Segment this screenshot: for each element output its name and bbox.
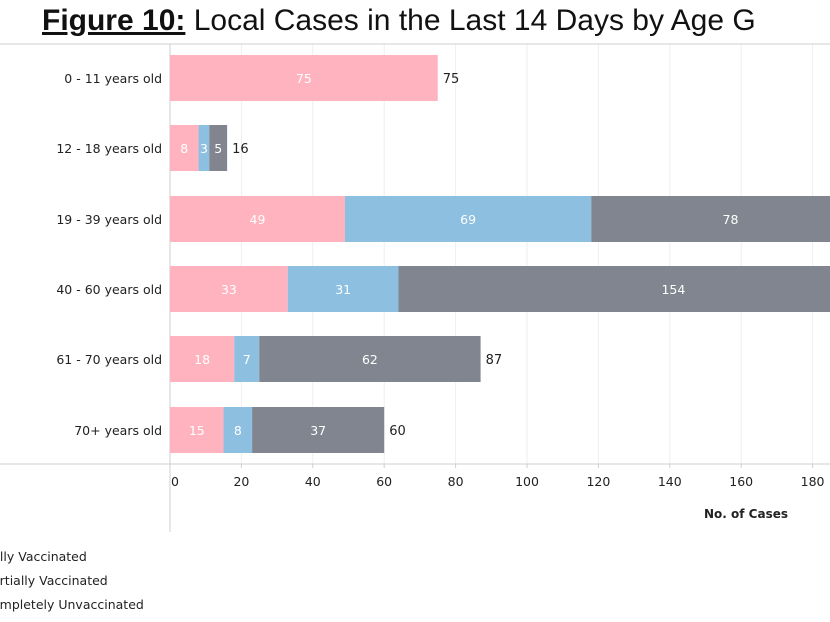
data-label-fully-vaccinated-0-11-years-old: 75 bbox=[296, 71, 312, 86]
total-label-0-11-years-old: 75 bbox=[443, 72, 460, 87]
data-label-partially-vaccinated-70-years-old: 8 bbox=[234, 423, 242, 438]
total-label-12-18-years-old: 16 bbox=[232, 142, 249, 157]
data-label-completely-unvaccinated-40-60-years-old: 154 bbox=[661, 282, 685, 297]
category-label-61-70-years-old: 61 - 70 years old bbox=[56, 352, 162, 367]
category-label-70-years-old: 70+ years old bbox=[74, 423, 162, 438]
bar-partially-vaccinated-70-years-old bbox=[223, 407, 253, 453]
bar-completely-unvaccinated-12-18-years-old bbox=[209, 125, 228, 171]
x-tick-label-0: 0 bbox=[171, 474, 179, 489]
x-tick-label-120: 120 bbox=[586, 474, 610, 489]
data-label-partially-vaccinated-19-39-years-old: 69 bbox=[460, 212, 476, 227]
category-label-40-60-years-old: 40 - 60 years old bbox=[56, 282, 162, 297]
total-label-61-70-years-old: 87 bbox=[486, 353, 503, 368]
bar-partially-vaccinated-12-18-years-old bbox=[198, 125, 210, 171]
x-tick-label-180: 180 bbox=[801, 474, 825, 489]
bar-completely-unvaccinated-61-70-years-old bbox=[259, 336, 481, 382]
data-label-completely-unvaccinated-61-70-years-old: 62 bbox=[362, 352, 378, 367]
bar-completely-unvaccinated-19-39-years-old bbox=[591, 196, 830, 242]
figure-number: Figure 10: bbox=[42, 4, 186, 37]
data-label-partially-vaccinated-12-18-years-old: 3 bbox=[200, 141, 208, 156]
data-label-fully-vaccinated-70-years-old: 15 bbox=[189, 423, 205, 438]
x-tick-label-140: 140 bbox=[658, 474, 682, 489]
total-label-70-years-old: 60 bbox=[389, 424, 406, 439]
bar-fully-vaccinated-19-39-years-old bbox=[170, 196, 345, 242]
data-label-completely-unvaccinated-70-years-old: 37 bbox=[310, 423, 326, 438]
bar-completely-unvaccinated-40-60-years-old bbox=[398, 266, 830, 312]
category-label-0-11-years-old: 0 - 11 years old bbox=[64, 71, 162, 86]
bar-fully-vaccinated-61-70-years-old bbox=[170, 336, 235, 382]
category-label-19-39-years-old: 19 - 39 years old bbox=[56, 212, 162, 227]
data-label-fully-vaccinated-19-39-years-old: 49 bbox=[250, 212, 266, 227]
chart-title: Figure 10: Local Cases in the Last 14 Da… bbox=[0, 2, 830, 44]
bar-completely-unvaccinated-70-years-old bbox=[252, 407, 385, 453]
x-tick-label-100: 100 bbox=[515, 474, 539, 489]
category-label-12-18-years-old: 12 - 18 years old bbox=[56, 141, 162, 156]
bar-fully-vaccinated-40-60-years-old bbox=[170, 266, 288, 312]
x-tick-label-60: 60 bbox=[376, 474, 392, 489]
data-label-completely-unvaccinated-19-39-years-old: 78 bbox=[723, 212, 739, 227]
data-label-fully-vaccinated-61-70-years-old: 18 bbox=[194, 352, 210, 367]
x-tick-label-160: 160 bbox=[729, 474, 753, 489]
bar-partially-vaccinated-40-60-years-old bbox=[287, 266, 399, 312]
bar-fully-vaccinated-0-11-years-old bbox=[170, 55, 438, 101]
data-label-partially-vaccinated-61-70-years-old: 7 bbox=[243, 352, 251, 367]
data-label-fully-vaccinated-12-18-years-old: 8 bbox=[180, 141, 188, 156]
x-tick-label-20: 20 bbox=[233, 474, 249, 489]
bar-fully-vaccinated-70-years-old bbox=[170, 407, 224, 453]
data-label-completely-unvaccinated-12-18-years-old: 5 bbox=[214, 141, 222, 156]
data-label-partially-vaccinated-40-60-years-old: 31 bbox=[335, 282, 351, 297]
bar-partially-vaccinated-61-70-years-old bbox=[234, 336, 260, 382]
x-tick-label-80: 80 bbox=[448, 474, 464, 489]
x-axis-title: No. of Cases bbox=[704, 507, 788, 521]
x-tick-label-40: 40 bbox=[305, 474, 321, 489]
title-text: Local Cases in the Last 14 Days by Age G bbox=[185, 4, 756, 37]
bar-fully-vaccinated-12-18-years-old bbox=[170, 125, 199, 171]
bar-partially-vaccinated-19-39-years-old bbox=[344, 196, 592, 242]
data-label-fully-vaccinated-40-60-years-old: 33 bbox=[221, 282, 237, 297]
